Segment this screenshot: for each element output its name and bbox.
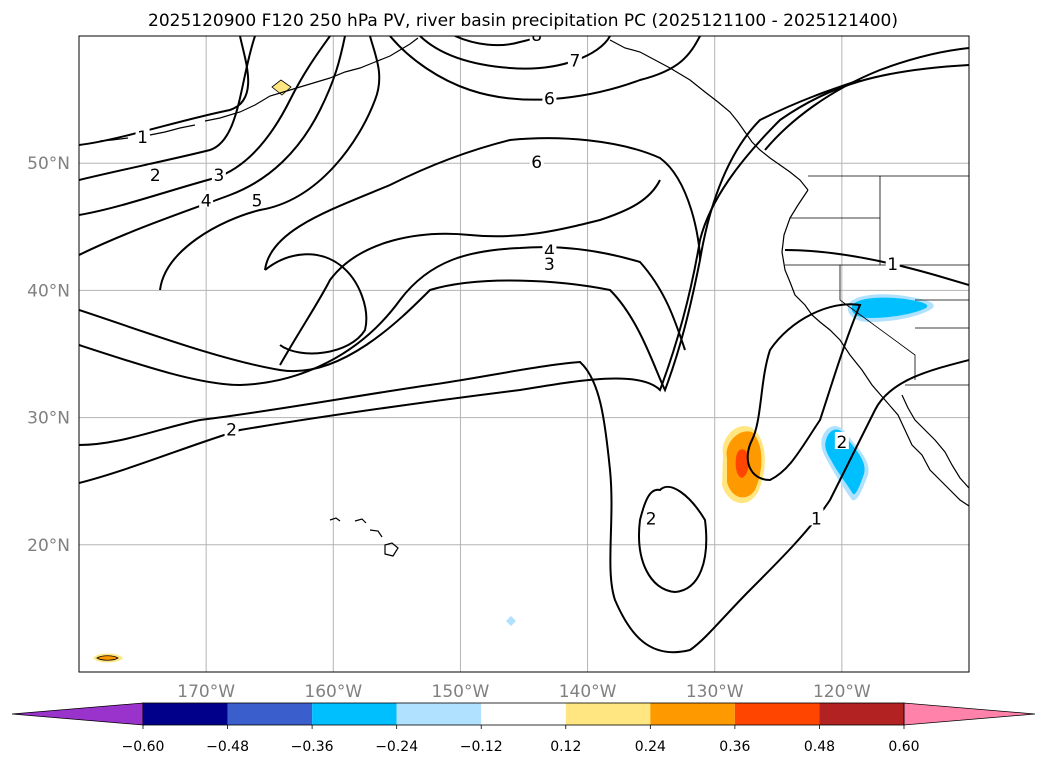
coast-alaska	[609, 39, 809, 191]
x-tick-labels: 170°W 160°W 150°W 140°W 130°W 120°W	[177, 682, 871, 702]
contour-label-bg	[885, 253, 900, 271]
colorbar-tick-label: −0.24	[375, 739, 418, 755]
colorbar-segment	[650, 703, 735, 725]
pv-contour-7	[419, 36, 611, 70]
x-tick-label: 160°W	[304, 682, 362, 702]
colorbar-tick-labels: −0.60 −0.48 −0.36 −0.24 −0.12 0.12 0.24 0.36 0.4…	[122, 725, 920, 755]
contour-label: 2	[836, 433, 847, 453]
colorbar-tick-label: −0.48	[206, 739, 249, 755]
contour-label: 4	[544, 242, 555, 262]
contour-label: 8	[531, 26, 542, 46]
colorbar-tick-label: 0.12	[550, 739, 581, 755]
x-tick-label: 140°W	[559, 682, 617, 702]
x-tick-label: 150°W	[432, 682, 490, 702]
borders	[785, 175, 969, 386]
contour-label-bg	[211, 164, 226, 182]
contour-label-bg	[224, 419, 239, 437]
pv-contours	[79, 36, 969, 654]
y-tick-labels: 50°N 40°N 30°N 20°N	[27, 154, 70, 556]
colorbar-segment	[734, 703, 820, 725]
shade-tiny	[506, 616, 516, 626]
colorbar-segment	[312, 703, 397, 725]
colorbar-segment	[819, 703, 904, 725]
shade-small-sw-inner	[96, 655, 119, 661]
contour-label-bg	[567, 50, 582, 68]
contour-label-bg	[250, 190, 264, 208]
colorbar-segment	[227, 703, 313, 725]
map-background	[79, 36, 969, 672]
map-frame	[78, 35, 970, 673]
contour-label-bg	[135, 126, 150, 144]
colorbar-tick-label: 0.36	[719, 739, 750, 755]
x-tick-label: 170°W	[177, 682, 235, 702]
coast-hawaii	[329, 517, 399, 557]
contour-label-bg	[529, 152, 544, 170]
pv-contour-2	[79, 36, 969, 594]
contour-label-bg	[644, 508, 659, 526]
y-tick-label: 30°N	[27, 409, 70, 429]
colorbar-segment	[396, 703, 482, 725]
colorbar	[11, 702, 1036, 726]
contour-label-bg	[199, 190, 214, 208]
contour-label-bg	[148, 164, 163, 182]
contour-label: 7	[569, 51, 580, 71]
pv-contour-1	[79, 36, 969, 654]
colorbar-tick-label: 0.48	[804, 739, 835, 755]
pv-contour-5	[159, 36, 661, 366]
colorbar-extend-low	[11, 702, 144, 726]
colorbar-extend-high	[903, 702, 1036, 726]
contour-label: 4	[201, 191, 212, 211]
y-tick-label: 50°N	[27, 154, 70, 174]
contour-label-bg	[834, 432, 849, 450]
shade-neg-ca	[851, 297, 928, 318]
colorbar-tick-label: −0.36	[291, 739, 334, 755]
colorbar-tick-label: −0.60	[122, 739, 165, 755]
shade-strong-central	[735, 449, 749, 478]
contour-label: 1	[887, 255, 898, 275]
contour-label: 2	[646, 509, 657, 529]
pv-contour-4	[79, 36, 686, 387]
colorbar-segment	[565, 703, 651, 725]
colorbar-tick-label: 0.60	[888, 739, 919, 755]
contour-label: 6	[531, 153, 542, 173]
colorbar-segment	[143, 703, 228, 725]
contour-label-bg	[529, 36, 544, 42]
y-tick-label: 20°N	[27, 536, 70, 556]
contour-label: 1	[811, 509, 822, 529]
x-tick-label: 120°W	[813, 682, 871, 702]
colorbar-tick-label: −0.12	[460, 739, 503, 755]
contour-label: 6	[544, 90, 555, 110]
contour-label: 2	[226, 420, 237, 440]
x-tick-label: 130°W	[686, 682, 744, 702]
colorbar-tick-label: 0.24	[635, 739, 666, 755]
y-tick-label: 40°N	[27, 281, 70, 301]
coast-baja	[901, 394, 969, 489]
contour-label: 2	[150, 166, 161, 186]
colorbar-frame	[142, 702, 905, 726]
contour-label-bg	[542, 253, 557, 271]
shade-small-nw	[271, 79, 292, 96]
contour-label: 3	[544, 255, 555, 275]
colorbar-segment	[481, 703, 566, 725]
contour-label-bg	[542, 88, 557, 106]
pv-contour-3	[79, 36, 861, 393]
chart-title: 2025120900 F120 250 hPa PV, river basin …	[148, 11, 898, 31]
contour-label-bg	[809, 508, 824, 526]
border-states	[785, 176, 969, 386]
contour-label: 5	[252, 191, 263, 211]
contour-label: 3	[213, 166, 224, 186]
coastlines	[99, 37, 969, 557]
contour-label: 1	[137, 128, 148, 148]
